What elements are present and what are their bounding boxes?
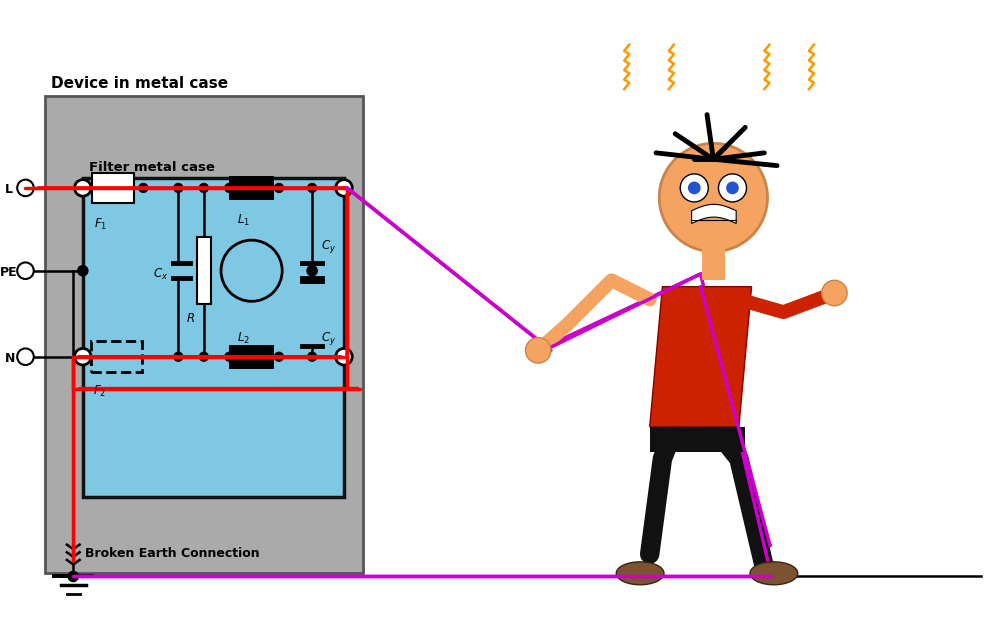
- Text: $R$: $R$: [186, 312, 195, 325]
- Circle shape: [17, 180, 34, 196]
- Bar: [229, 176, 274, 200]
- Circle shape: [17, 262, 34, 279]
- Text: Filter metal case: Filter metal case: [89, 161, 215, 174]
- Ellipse shape: [616, 562, 664, 585]
- Circle shape: [718, 174, 746, 202]
- Text: $C_y$: $C_y$: [321, 238, 336, 255]
- Circle shape: [659, 143, 768, 252]
- Bar: [83, 178, 344, 497]
- Circle shape: [336, 348, 352, 365]
- Circle shape: [275, 352, 283, 361]
- Circle shape: [275, 183, 283, 192]
- Text: $L_1$: $L_1$: [237, 213, 250, 228]
- Text: $C_x$: $C_x$: [153, 268, 168, 282]
- Circle shape: [688, 182, 701, 194]
- Circle shape: [199, 352, 208, 361]
- Circle shape: [307, 266, 317, 276]
- Circle shape: [174, 352, 183, 361]
- Circle shape: [174, 183, 183, 192]
- Circle shape: [308, 183, 317, 192]
- Circle shape: [139, 183, 148, 192]
- Circle shape: [17, 348, 34, 365]
- Text: L: L: [5, 183, 13, 196]
- Circle shape: [726, 182, 739, 194]
- Text: $F_2$: $F_2$: [93, 384, 106, 399]
- Polygon shape: [650, 287, 752, 427]
- Text: N: N: [5, 352, 15, 365]
- Circle shape: [75, 180, 91, 196]
- Circle shape: [308, 352, 317, 361]
- Circle shape: [225, 352, 234, 361]
- Circle shape: [78, 266, 88, 276]
- Bar: [45, 96, 363, 573]
- Text: Broken Earth Connection: Broken Earth Connection: [85, 547, 259, 561]
- Circle shape: [822, 280, 847, 306]
- Circle shape: [680, 174, 708, 202]
- Circle shape: [68, 571, 78, 582]
- Bar: [229, 345, 274, 369]
- Circle shape: [199, 183, 208, 192]
- Text: PE: PE: [0, 266, 18, 279]
- Circle shape: [75, 348, 91, 365]
- Ellipse shape: [750, 562, 798, 585]
- Bar: [650, 427, 745, 452]
- Bar: [197, 238, 211, 304]
- Bar: [702, 242, 725, 280]
- Text: $C_y$: $C_y$: [321, 330, 336, 347]
- Circle shape: [336, 180, 352, 196]
- Circle shape: [225, 183, 234, 192]
- Bar: [92, 173, 134, 203]
- Text: $L_2$: $L_2$: [237, 331, 250, 345]
- Text: Device in metal case: Device in metal case: [51, 76, 228, 91]
- Text: $F_1$: $F_1$: [94, 217, 108, 231]
- Circle shape: [525, 338, 551, 363]
- Bar: [91, 341, 142, 372]
